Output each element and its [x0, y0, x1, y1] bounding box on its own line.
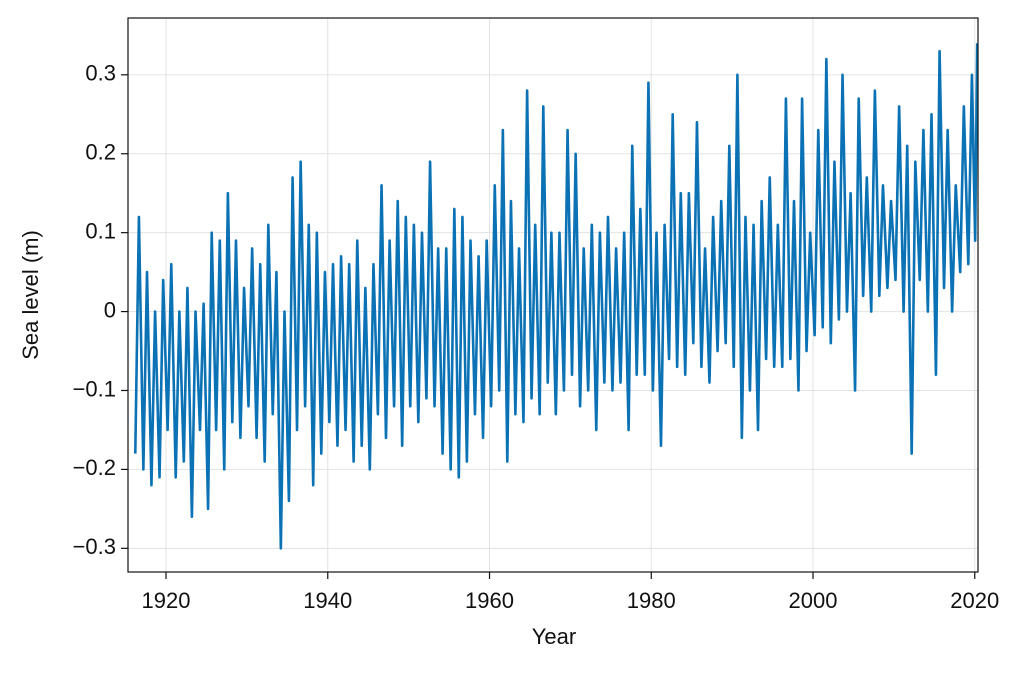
x-tick-label: 2020: [950, 588, 999, 613]
x-tick-label: 2000: [789, 588, 838, 613]
y-tick-label: −0.2: [73, 455, 116, 480]
x-tick-label: 1940: [303, 588, 352, 613]
y-tick-label: 0.2: [85, 140, 116, 165]
y-tick-label: 0.3: [85, 61, 116, 86]
x-tick-label: 1960: [465, 588, 514, 613]
plot-frame: [127, 17, 979, 573]
y-tick-label: 0: [104, 297, 116, 322]
x-tick-label: 1920: [142, 588, 191, 613]
y-tick-label: −0.1: [73, 376, 116, 401]
x-tick-label: 1980: [627, 588, 676, 613]
y-tick-label: 0.1: [85, 218, 116, 243]
x-axis-label: Year: [532, 624, 576, 649]
data-line: [133, 43, 978, 550]
y-tick-label: −0.3: [73, 534, 116, 559]
y-axis-label: Sea level (m): [18, 230, 43, 360]
